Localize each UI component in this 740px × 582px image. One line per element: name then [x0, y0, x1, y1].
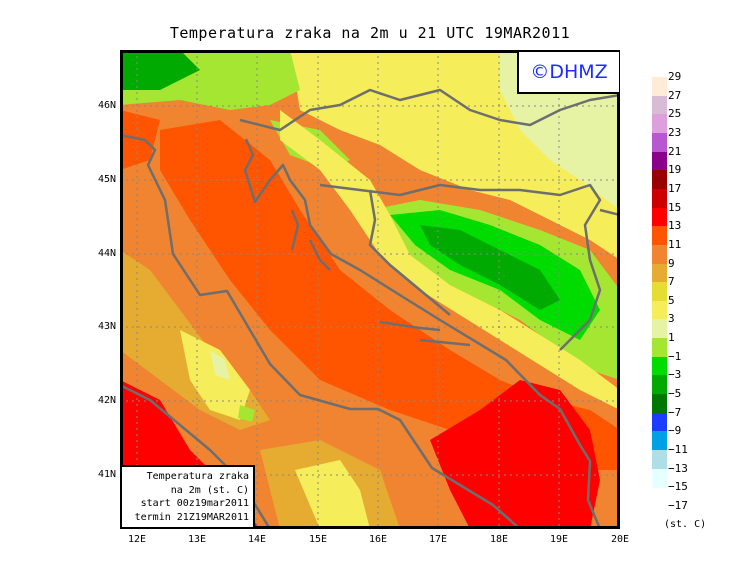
lat-label: 42N [97, 395, 116, 406]
lon-label: 19E [549, 534, 569, 545]
legend-label: 1 [668, 331, 675, 345]
legend-label: −5 [668, 387, 682, 401]
fill-minus1-1 [238, 405, 255, 422]
legend-label: 23 [668, 125, 682, 139]
lon-label: 17E [428, 534, 448, 545]
info-line-termin: termin 21Z19MAR2011 [134, 511, 249, 523]
legend-label: 25 [668, 107, 682, 121]
legend-color-box [652, 319, 667, 339]
coastlines [123, 88, 617, 526]
legend-color-box [652, 431, 667, 451]
fill-3-5 [280, 110, 617, 409]
lat-label: 43N [97, 321, 116, 332]
lat-label: 44N [97, 248, 116, 259]
legend-label: −15 [668, 480, 688, 494]
legend-color-box [652, 468, 667, 488]
legend-color-box [652, 151, 667, 171]
lat-label: 45N [97, 174, 116, 185]
dhmz-logo: ©DHMZ [517, 52, 619, 94]
fill-13-15 [430, 380, 600, 526]
lon-label: 18E [489, 534, 509, 545]
legend-color-box [652, 263, 667, 283]
legend-label: 3 [668, 312, 675, 326]
fill-1-3 [210, 350, 230, 380]
legend-color-box [652, 188, 667, 209]
legend-unit: (st. C) [664, 519, 707, 530]
lon-label: 12E [127, 534, 147, 545]
legend-color-box [652, 207, 667, 227]
legend-color-box [652, 394, 667, 414]
legend-label: −9 [668, 424, 682, 438]
fill-minus5-minus3 [420, 225, 560, 310]
lat-label: 46N [97, 100, 116, 111]
legend-label: −1 [668, 349, 682, 363]
legend-label: −11 [668, 443, 688, 456]
legend-color-box [652, 375, 667, 395]
gridlines [123, 53, 617, 526]
info-line-start: start 00z19mar2011 [140, 498, 249, 509]
legend-label: 29 [668, 70, 682, 83]
legend-label: 15 [668, 200, 682, 214]
legend-color-box [652, 300, 667, 320]
lat-label: 41N [97, 469, 116, 480]
legend-color-box [652, 338, 667, 358]
legend-label: 19 [668, 163, 682, 177]
legend-label: 9 [668, 256, 675, 270]
legend-color-box [652, 95, 667, 115]
legend-label: −13 [668, 461, 688, 475]
map-title: Temperatura zraka na 2m u 21 UTC 19MAR20… [169, 24, 571, 42]
legend-color-box [652, 282, 667, 302]
info-line-variable: na 2m (st. C) [170, 484, 249, 496]
legend-color-box [652, 244, 667, 264]
legend-color-box [652, 450, 667, 470]
legend-label: 17 [668, 181, 682, 195]
info-line-title: Temperatura zraka [146, 471, 249, 482]
legend-color-box [652, 412, 667, 432]
legend-label: 7 [668, 275, 675, 289]
legend-label: 27 [668, 88, 682, 102]
lon-label: 16E [368, 534, 388, 545]
lon-label: 14E [247, 534, 267, 545]
legend-label: −17 [668, 498, 688, 512]
legend-color-box [652, 114, 667, 134]
legend-color-box [652, 132, 667, 153]
lon-label: 13E [187, 534, 207, 545]
temperature-map [120, 50, 620, 529]
legend-label: 5 [668, 293, 675, 307]
fill-11-13 [160, 120, 617, 470]
legend-label: −7 [668, 405, 682, 419]
info-box: Temperatura zraka na 2m (st. C) start 00… [122, 465, 255, 527]
fill-minus5-minus3 [123, 53, 200, 90]
legend-label: 11 [668, 237, 682, 251]
legend-color-box [652, 170, 667, 190]
legend-color-box [652, 356, 667, 376]
fill-3-5 [295, 460, 370, 526]
lon-label: 15E [308, 534, 328, 545]
legend-color-box [652, 77, 667, 97]
legend-color-box [652, 226, 667, 246]
legend-label: 21 [668, 144, 682, 158]
legend-label: 13 [668, 219, 682, 233]
lon-label: 20E [610, 534, 630, 545]
map-canvas [123, 53, 617, 526]
legend-label: −3 [668, 368, 682, 382]
